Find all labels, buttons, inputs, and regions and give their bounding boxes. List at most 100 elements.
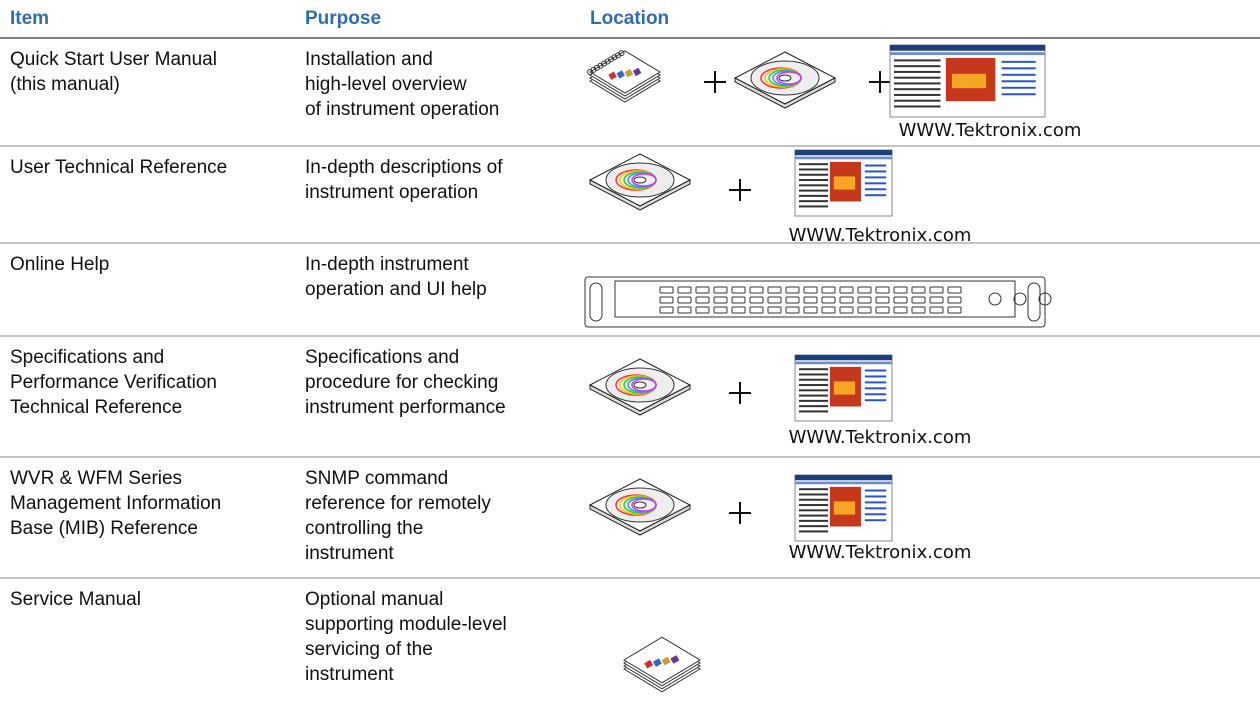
plus-icon: [729, 179, 751, 201]
web-link: [864, 513, 887, 516]
website-url: WWW.Tektronix.com: [899, 120, 1082, 141]
purpose-text: In-depth instrument: [305, 254, 469, 275]
panel-button: [803, 286, 818, 294]
item-text: Management Information: [10, 493, 221, 514]
web-text: [799, 373, 829, 376]
panel-button: [821, 286, 836, 294]
purpose-text: supporting module-level: [305, 614, 507, 635]
purpose-text: instrument: [305, 543, 394, 564]
panel-button: [677, 296, 692, 304]
web-text: [799, 525, 829, 528]
item-text: User Technical Reference: [10, 157, 227, 178]
plus-icon: [704, 71, 726, 93]
panel-button: [947, 296, 962, 304]
web-text: [799, 530, 829, 533]
purpose-text: In-depth descriptions of: [305, 157, 503, 178]
purpose-text: SNMP command: [305, 468, 448, 489]
book-art: [624, 69, 634, 78]
web-text: [894, 88, 941, 91]
web-text: [799, 488, 829, 491]
column-header: Location: [590, 8, 669, 29]
web-text: [799, 498, 829, 501]
web-text: [799, 394, 829, 397]
handle-r: [1027, 282, 1041, 322]
item-text: Quick Start User Manual: [10, 49, 217, 70]
web-text: [894, 76, 941, 79]
item-text: Service Manual: [10, 589, 141, 610]
panel-button: [695, 306, 710, 314]
panel-button: [875, 286, 890, 294]
book-art: [644, 659, 654, 669]
cd-hole: [633, 176, 647, 184]
item-text: Online Help: [10, 254, 109, 275]
web-nav: [890, 52, 1045, 56]
web-link: [1001, 73, 1036, 76]
manual-icon: [587, 50, 661, 103]
web-nav: [795, 156, 892, 160]
web-link: [1001, 60, 1036, 63]
web-link: [864, 495, 887, 498]
purpose-text: operation and UI help: [305, 279, 487, 300]
cd-shine: [631, 378, 657, 392]
panel-button: [839, 286, 854, 294]
web-text: [799, 189, 829, 192]
cd-icon: [588, 358, 692, 416]
cd-case-edge: [734, 77, 836, 109]
panel-button: [857, 306, 872, 314]
panel-button: [785, 296, 800, 304]
book-art: [608, 71, 617, 80]
purpose-text: Optional manual: [305, 589, 443, 610]
purpose-text: Specifications and: [305, 347, 459, 368]
web-header: [890, 45, 1045, 51]
web-link: [864, 489, 887, 492]
panel-button: [821, 306, 836, 314]
web-text: [799, 378, 829, 381]
panel-button: [695, 286, 710, 294]
plus-icon: [869, 71, 891, 93]
cd-icon: [733, 51, 837, 109]
plus-icon: [729, 382, 751, 404]
cd-shine: [631, 498, 657, 512]
web-text: [894, 82, 941, 85]
panel-button: [767, 286, 782, 294]
web-text: [799, 368, 829, 371]
web-link: [864, 194, 887, 197]
column-header: Item: [10, 8, 49, 29]
web-text: [799, 504, 829, 507]
purpose-text: of instrument operation: [305, 99, 499, 120]
web-banner-glow: [952, 73, 987, 89]
book-art: [616, 70, 625, 79]
web-text: [894, 99, 941, 102]
item-text: Technical Reference: [10, 397, 182, 418]
purpose-text: servicing of the: [305, 639, 433, 660]
web-text: [894, 70, 941, 73]
web-text: [799, 194, 829, 197]
web-text: [799, 389, 829, 392]
book-art: [652, 658, 662, 667]
web-link: [864, 381, 887, 384]
purpose-text: instrument performance: [305, 397, 506, 418]
cd-icon: [588, 478, 692, 536]
web-text: [799, 405, 829, 408]
item-text: Base (MIB) Reference: [10, 518, 198, 539]
panel-button: [839, 296, 854, 304]
panel-button: [857, 286, 872, 294]
web-text: [799, 514, 829, 517]
panel-button: [803, 296, 818, 304]
panel-knob: [988, 292, 1002, 306]
web-link: [864, 369, 887, 372]
web-text: [799, 205, 829, 208]
panel-button: [731, 286, 746, 294]
panel-button: [911, 286, 926, 294]
web-link: [864, 393, 887, 396]
purpose-text: instrument operation: [305, 182, 478, 203]
panel-face: [614, 280, 1016, 318]
web-banner-glow: [833, 501, 856, 515]
item-text: (this manual): [10, 74, 120, 95]
website-icon: [794, 474, 893, 542]
web-text: [799, 399, 829, 402]
web-link: [864, 176, 887, 179]
panel-knob: [1038, 292, 1052, 306]
cd-case-edge: [589, 504, 691, 536]
